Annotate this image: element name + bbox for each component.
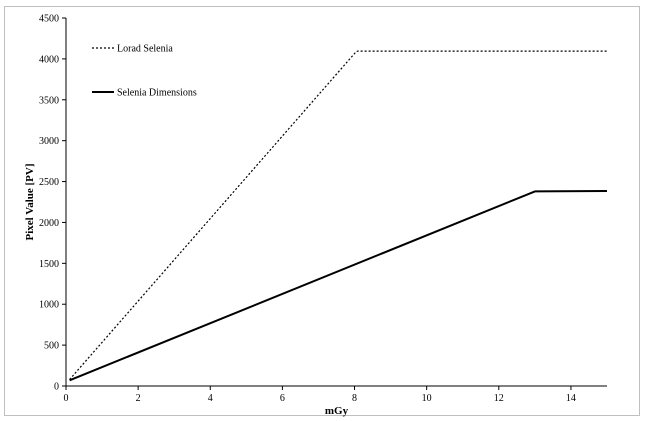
series-line-selenia-dimensions [69, 190, 608, 382]
y-tick-label: 3000 [39, 136, 59, 147]
legend-label: Selenia Dimensions [117, 88, 197, 99]
x-tick-label: 2 [136, 393, 141, 404]
x-tick-label: 6 [280, 393, 285, 404]
y-axis-label: Pixel Value [PV] [24, 164, 36, 241]
y-tick-label: 1000 [39, 300, 59, 311]
y-axis-ticks: 0 500 1000 1500 2000 2500 3000 3500 4000 4500 [39, 14, 66, 393]
x-axis-label: mGy [325, 405, 349, 417]
x-tick-label: 8 [352, 393, 357, 404]
y-tick-label: 0 [54, 382, 59, 393]
y-tick-label: 2500 [39, 177, 59, 188]
y-tick-label: 4000 [39, 54, 59, 65]
x-tick-label: 10 [422, 393, 432, 404]
chart-frame [4, 6, 640, 416]
y-tick-label: 500 [44, 341, 59, 352]
x-axis-ticks: 0 2 4 6 8 10 12 14 [64, 386, 576, 404]
x-tick-label: 4 [208, 393, 213, 404]
y-tick-label: 1500 [39, 259, 59, 270]
y-tick-label: 2000 [39, 218, 59, 229]
legend-label: Lorad Selenia [117, 44, 173, 55]
legend: Lorad Selenia Selenia Dimensions [92, 44, 197, 99]
x-tick-label: 14 [566, 393, 576, 404]
series-line-lorad-selenia [69, 50, 607, 380]
y-tick-label: 4500 [39, 14, 59, 25]
y-tick-label: 3500 [39, 95, 59, 106]
series-layer [69, 50, 608, 382]
x-tick-label: 12 [494, 393, 504, 404]
x-tick-label: 0 [64, 393, 69, 404]
